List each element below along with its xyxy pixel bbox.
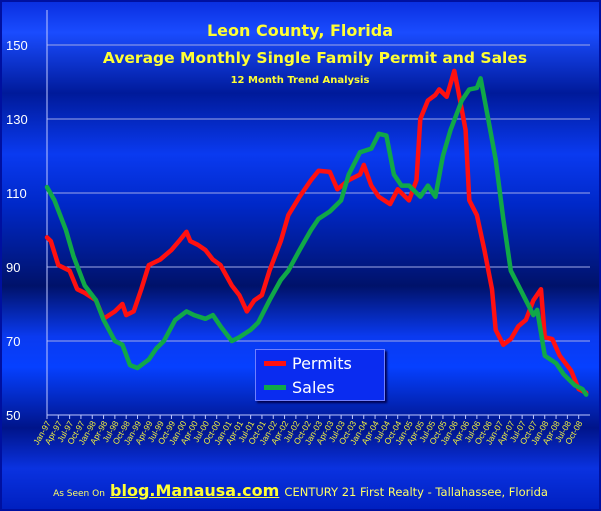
legend-item-permits: Permits: [264, 352, 352, 374]
footer: As Seen On blog.Manausa.com CENTURY 21 F…: [0, 481, 601, 500]
y-tick-label: 130: [6, 112, 28, 127]
legend-swatch-sales: [264, 384, 286, 390]
chart-title: Leon County, Florida: [207, 21, 393, 40]
y-tick-label: 150: [6, 38, 28, 53]
legend-item-sales: Sales: [264, 376, 335, 398]
footer-text: CENTURY 21 First Realty - Tallahassee, F…: [284, 485, 548, 499]
chart-subsubtitle: 12 Month Trend Analysis: [231, 75, 370, 86]
y-tick-label: 70: [6, 334, 20, 349]
y-tick-label: 110: [6, 186, 27, 201]
legend-label-permits: Permits: [292, 353, 352, 373]
legend-swatch-permits: [264, 360, 286, 366]
series-line-permits: [44, 68, 589, 396]
chart-subtitle: Average Monthly Single Family Permit and…: [103, 49, 527, 67]
y-tick-label: 50: [6, 408, 20, 423]
legend-label-sales: Sales: [292, 377, 335, 397]
legend: Permits Sales: [255, 349, 385, 401]
gridlines: [47, 44, 590, 342]
y-tick-label: 90: [6, 260, 20, 275]
blog-link[interactable]: blog.Manausa.com: [110, 481, 280, 500]
series-lines: [44, 68, 589, 397]
series-line-sales: [44, 76, 589, 397]
footer-prefix: As Seen On: [53, 489, 105, 499]
